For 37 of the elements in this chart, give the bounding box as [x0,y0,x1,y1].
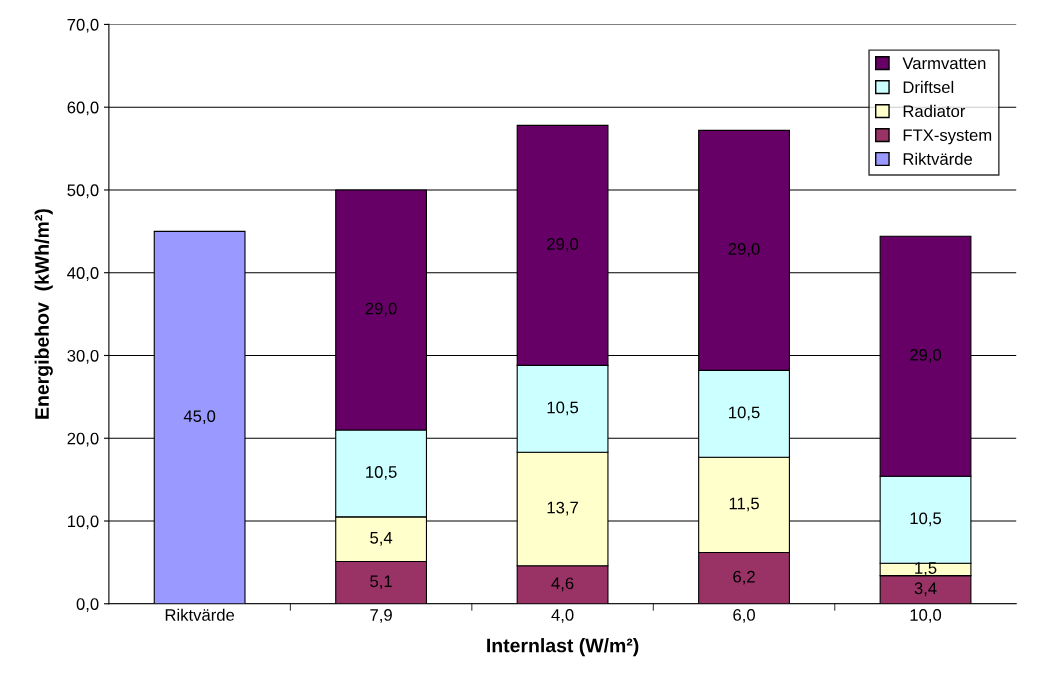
data-label: 11,5 [729,497,759,512]
y-tick-label: 50,0 [67,184,99,199]
data-label: 4,6 [551,577,574,592]
data-label: 10,5 [910,512,942,527]
y-tick-label: 70,0 [67,18,99,33]
data-label: 5,1 [370,575,392,590]
y-tick-label: 0,0 [76,598,99,612]
x-tick-label: 6,0 [733,609,755,623]
data-label: 29,0 [728,243,760,257]
data-label: 5,4 [370,532,393,546]
data-label: 10,5 [547,401,579,416]
data-label: 45,0 [183,410,216,424]
legend-label: Radiator [903,104,966,118]
legend-label: FTX-system [903,129,992,145]
y-tick-label: 20,0 [67,432,99,447]
legend-label: Varmvatten [902,57,986,70]
legend-label: Driftsel [903,80,954,94]
y-tick-label: 60,0 [67,101,99,116]
x-tick-label: 4,0 [551,609,574,623]
data-label: 10,5 [729,406,760,421]
y-axis-title: Energibehov (kWh/m²) [34,209,53,419]
legend-label: Riktvärde [903,152,973,165]
data-label: 29,0 [365,302,397,317]
data-label: 29,0 [547,238,579,252]
data-label: 1,5 [915,562,937,576]
data-label: 6,2 [733,570,755,585]
y-tick-label: 30,0 [67,349,99,364]
x-tick-label: Riktvärde [165,608,235,621]
x-tick-label: 10,0 [910,609,942,623]
data-label: 13,7 [547,501,578,516]
y-tick-label: 10,0 [68,515,99,530]
data-label: 29,0 [910,348,942,363]
data-label: 10,5 [366,466,397,480]
y-tick-label: 40,0 [67,267,99,281]
data-label: 3,4 [914,582,937,597]
x-axis-title: Internlast (W/m²) [487,638,639,657]
x-tick-label: 7,9 [370,609,392,623]
